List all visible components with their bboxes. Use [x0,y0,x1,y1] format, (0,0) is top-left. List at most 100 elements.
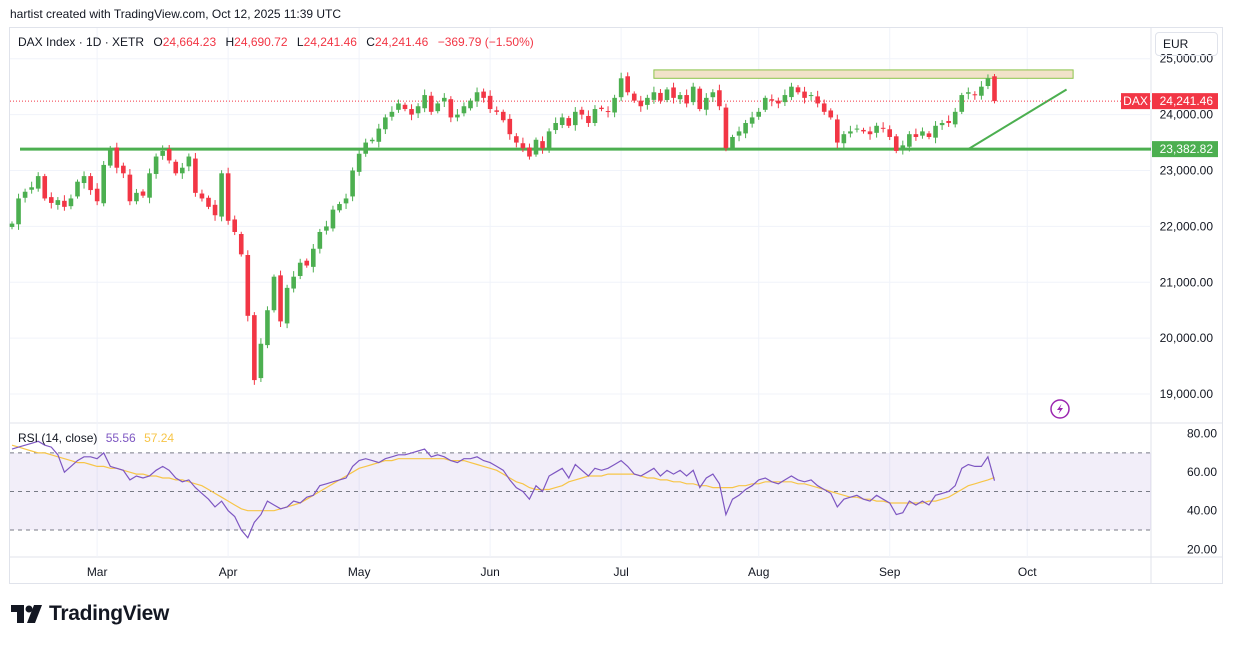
candle-body [166,148,172,161]
symbol-title: DAX Index · 1D · XETR [18,35,145,49]
candle-body [330,209,336,229]
rsi-legend: RSI (14, close) 55.56 57.24 [18,431,174,445]
candle [180,162,185,179]
candle-body [880,127,886,129]
candle [795,85,801,95]
candle [631,91,637,103]
candle-body [68,198,74,207]
rsi-ma-value: 57.24 [144,431,175,445]
candle [186,153,192,172]
candle-body [107,148,113,166]
candle-body [415,106,421,114]
candle [94,183,100,206]
candle-body [841,134,847,144]
candle-body [730,136,735,149]
candle-body [861,129,866,132]
candle [854,124,860,133]
candle [599,105,604,112]
candle [153,153,159,179]
candle-body [874,125,879,133]
candle [160,145,165,160]
candle-body [94,188,100,202]
candle-body [284,287,290,324]
candle-body [769,99,775,101]
candle-body [546,131,552,149]
currency-selector[interactable]: EUR [1155,32,1218,56]
candle-body [900,145,906,149]
candle-body [782,95,788,103]
candle [81,171,87,189]
rsi-tick-label: 80.00 [1187,427,1217,441]
candle [559,113,565,129]
candle [605,106,611,118]
candle [127,169,133,206]
candle [389,106,395,121]
candle [500,109,506,123]
candle-body [893,136,899,151]
candle-body [972,94,978,96]
candle [271,274,277,313]
candle-body [677,95,683,100]
candle-body [848,131,853,134]
rsi-value: 55.56 [105,431,136,445]
candle-body [631,93,637,101]
lightning-icon-bolt[interactable] [1057,404,1063,414]
candle-body [186,156,192,167]
price-legend: DAX Index · 1D · XETR O24,664.23 H24,690… [18,35,534,49]
candle [874,122,879,138]
candle [212,200,218,221]
candle-body [500,111,506,121]
rsi-tick-label: 40.00 [1187,504,1217,518]
rsi-line [11,440,996,539]
candle-body [625,76,630,93]
candle-body [442,97,447,102]
candle-body [49,197,54,203]
lightning-icon[interactable] [1050,399,1070,419]
candle [867,126,873,140]
candle [297,258,303,280]
candle-body [114,147,120,168]
candle-body [350,170,355,197]
candle-body [946,120,951,124]
candle-body [920,131,925,136]
candle-body [455,114,460,118]
candle-body [808,95,814,97]
candle-body [527,147,532,157]
candle-body [127,174,133,202]
close-value: 24,241.46 [374,35,429,49]
candle [311,244,316,273]
candle [317,228,323,254]
time-tick-label: Mar [87,565,108,579]
candle [225,167,231,225]
candle-body [402,104,408,110]
candle-body [992,76,997,102]
candle-body [907,134,912,147]
candle-body [723,107,729,149]
candle [435,101,441,114]
candle-body [435,103,441,112]
candle [612,94,617,118]
candle-body [612,97,617,113]
candle [68,194,74,210]
candle [442,93,447,108]
high-label: H [225,35,235,49]
rising-trendline [967,88,1068,150]
candle [199,189,205,202]
candle [474,87,480,107]
candle [992,74,997,104]
rsi-label: RSI (14, close) [18,431,98,445]
candle [193,152,198,197]
brand-name: TradingView [49,602,170,625]
candle [645,94,650,110]
candle [291,271,296,293]
candle-body [684,95,689,104]
candle-body [474,92,480,102]
time-tick-label: May [348,565,371,579]
candle-body [592,109,598,124]
candle [330,205,336,232]
candle-body [749,117,755,124]
candle-body [651,92,657,100]
candle-body [704,97,709,110]
rsi-ma-line [11,444,995,512]
